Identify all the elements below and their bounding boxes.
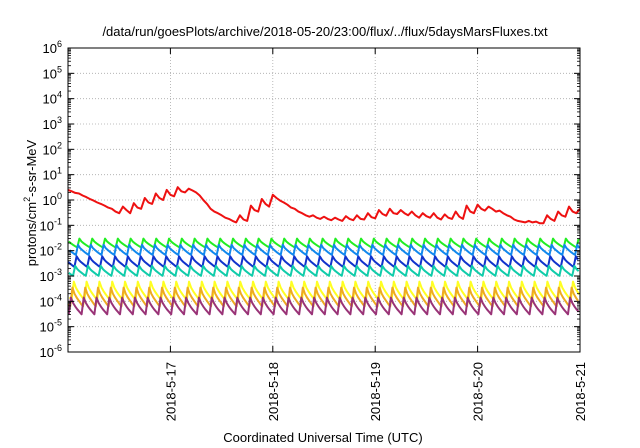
series-line-7 xyxy=(67,286,579,308)
y-tick-exponent: -6 xyxy=(54,343,62,353)
y-tick-exponent: 6 xyxy=(57,39,62,49)
y-tick-base: 10 xyxy=(40,294,54,309)
y-tick-base: 10 xyxy=(43,117,57,132)
y-tick-exponent: 5 xyxy=(57,64,62,74)
y-tick-base: 10 xyxy=(43,168,57,183)
series-line-5 xyxy=(68,264,580,277)
y-tick-label: 106 xyxy=(43,39,62,56)
series-group xyxy=(67,186,581,316)
y-axis-label: protons/cm2-s-sr-MeV xyxy=(22,139,39,266)
y-tick-base: 10 xyxy=(43,142,57,157)
y-axis-label-sup: 2 xyxy=(22,197,32,202)
y-tick-exponent: 1 xyxy=(57,166,62,176)
y-tick-label: 10-1 xyxy=(40,216,62,233)
y-axis-label-rest: -s-sr-MeV xyxy=(24,139,39,196)
y-tick-base: 10 xyxy=(40,320,54,335)
y-tick-base: 10 xyxy=(43,41,57,56)
y-tick-label: 102 xyxy=(43,140,62,157)
x-tick-label: 2018-5-17 xyxy=(163,362,178,421)
y-tick-label: 10-2 xyxy=(40,242,62,259)
series-line-6 xyxy=(68,280,581,301)
x-axis-label: Coordinated Universal Time (UTC) xyxy=(223,430,422,445)
y-tick-label: 100 xyxy=(43,191,62,208)
y-tick-base: 10 xyxy=(40,218,54,233)
y-tick-label: 103 xyxy=(43,115,62,132)
y-tick-label: 10-4 xyxy=(40,292,62,309)
y-tick-exponent: 3 xyxy=(57,115,62,125)
y-tick-exponent: -2 xyxy=(54,242,62,252)
tick-marks xyxy=(68,47,581,353)
y-tick-labels: 10-610-510-410-310-210-11001011021031041… xyxy=(40,39,62,360)
x-tick-label: 2018-5-21 xyxy=(573,362,588,421)
y-tick-label: 10-6 xyxy=(40,343,62,360)
x-tick-labels: 2018-5-17 2018-5-18 2018-5-19 2018-5-20 2018… xyxy=(163,362,588,421)
chart-title: /data/run/goesPlots/archive/2018-05-20/2… xyxy=(102,24,548,39)
series-line-4 xyxy=(67,255,579,268)
y-tick-label: 101 xyxy=(43,166,62,183)
y-tick-exponent: -5 xyxy=(54,318,62,328)
y-tick-label: 10-3 xyxy=(40,267,62,284)
x-tick-label: 2018-5-19 xyxy=(368,362,383,421)
x-tick-label: 2018-5-18 xyxy=(266,362,281,421)
x-tick-label: 2018-5-20 xyxy=(471,362,486,421)
y-tick-base: 10 xyxy=(43,193,57,208)
y-tick-label: 10-5 xyxy=(40,318,62,335)
y-tick-exponent: 0 xyxy=(57,191,62,201)
y-tick-base: 10 xyxy=(43,66,57,81)
y-tick-exponent: 4 xyxy=(57,90,62,100)
series-line-8 xyxy=(67,296,580,316)
y-axis-label-main: protons/cm xyxy=(24,202,39,266)
y-tick-exponent: -4 xyxy=(54,292,62,302)
y-tick-base: 10 xyxy=(40,244,54,259)
series-line-1 xyxy=(67,186,581,225)
y-tick-exponent: -3 xyxy=(54,267,62,277)
series-line-3 xyxy=(68,243,581,256)
y-tick-label: 105 xyxy=(43,64,62,81)
y-tick-base: 10 xyxy=(40,345,54,360)
y-tick-exponent: -1 xyxy=(54,216,62,226)
y-tick-base: 10 xyxy=(43,92,57,107)
y-tick-base: 10 xyxy=(40,269,54,284)
y-tick-exponent: 2 xyxy=(57,140,62,150)
y-tick-label: 104 xyxy=(43,90,62,107)
